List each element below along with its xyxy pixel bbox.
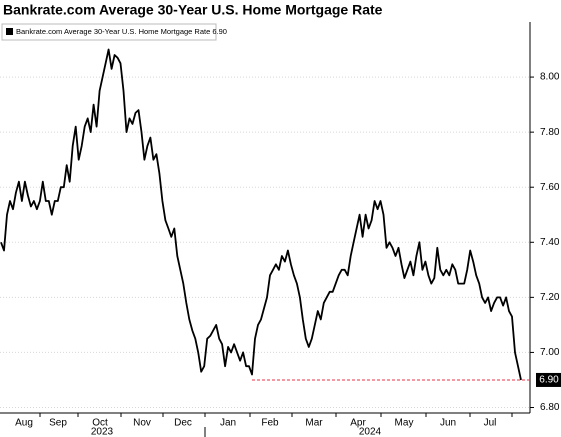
legend-box xyxy=(1,23,217,41)
last-value-label: 6.90 xyxy=(539,375,559,386)
x-tick-label: Sep xyxy=(49,418,67,429)
last-value-box xyxy=(536,372,561,387)
y-tick-label: 7.20 xyxy=(540,292,560,303)
x-tick-label: Jan xyxy=(220,418,236,429)
legend-name: Bankrate.com Average 30-Year U.S. Home M… xyxy=(16,27,210,36)
series-line xyxy=(0,48,522,381)
y-tick-label: 7.00 xyxy=(540,347,560,358)
x-tick-label: May xyxy=(395,418,414,429)
y-tick-label: 8.00 xyxy=(540,72,560,83)
x-tick-label: Dec xyxy=(174,418,192,429)
x-tick-label: Aug xyxy=(15,418,33,429)
x-tick-label: Apr xyxy=(350,418,366,429)
legend-swatch xyxy=(6,28,13,35)
chart-title: Bankrate.com Average 30-Year U.S. Home M… xyxy=(3,2,383,18)
y-tick-label: 7.60 xyxy=(540,182,560,193)
y-tick-label: 6.80 xyxy=(540,402,560,413)
legend-last-value: 6.90 xyxy=(212,27,227,36)
y-tick-label: 7.80 xyxy=(540,127,560,138)
x-tick-label: Jul xyxy=(484,418,497,429)
x-tick-label: Feb xyxy=(261,418,279,429)
x-tick-label: Jun xyxy=(440,418,456,429)
year-label: 2023 xyxy=(91,427,114,437)
x-tick-label: Oct xyxy=(92,418,108,429)
year-label: 2024 xyxy=(359,427,382,437)
y-tick-label: 7.40 xyxy=(540,237,560,248)
x-tick-label: Mar xyxy=(305,418,323,429)
legend-label: Bankrate.com Average 30-Year U.S. Home M… xyxy=(16,27,227,36)
x-tick-label: Nov xyxy=(133,418,151,429)
